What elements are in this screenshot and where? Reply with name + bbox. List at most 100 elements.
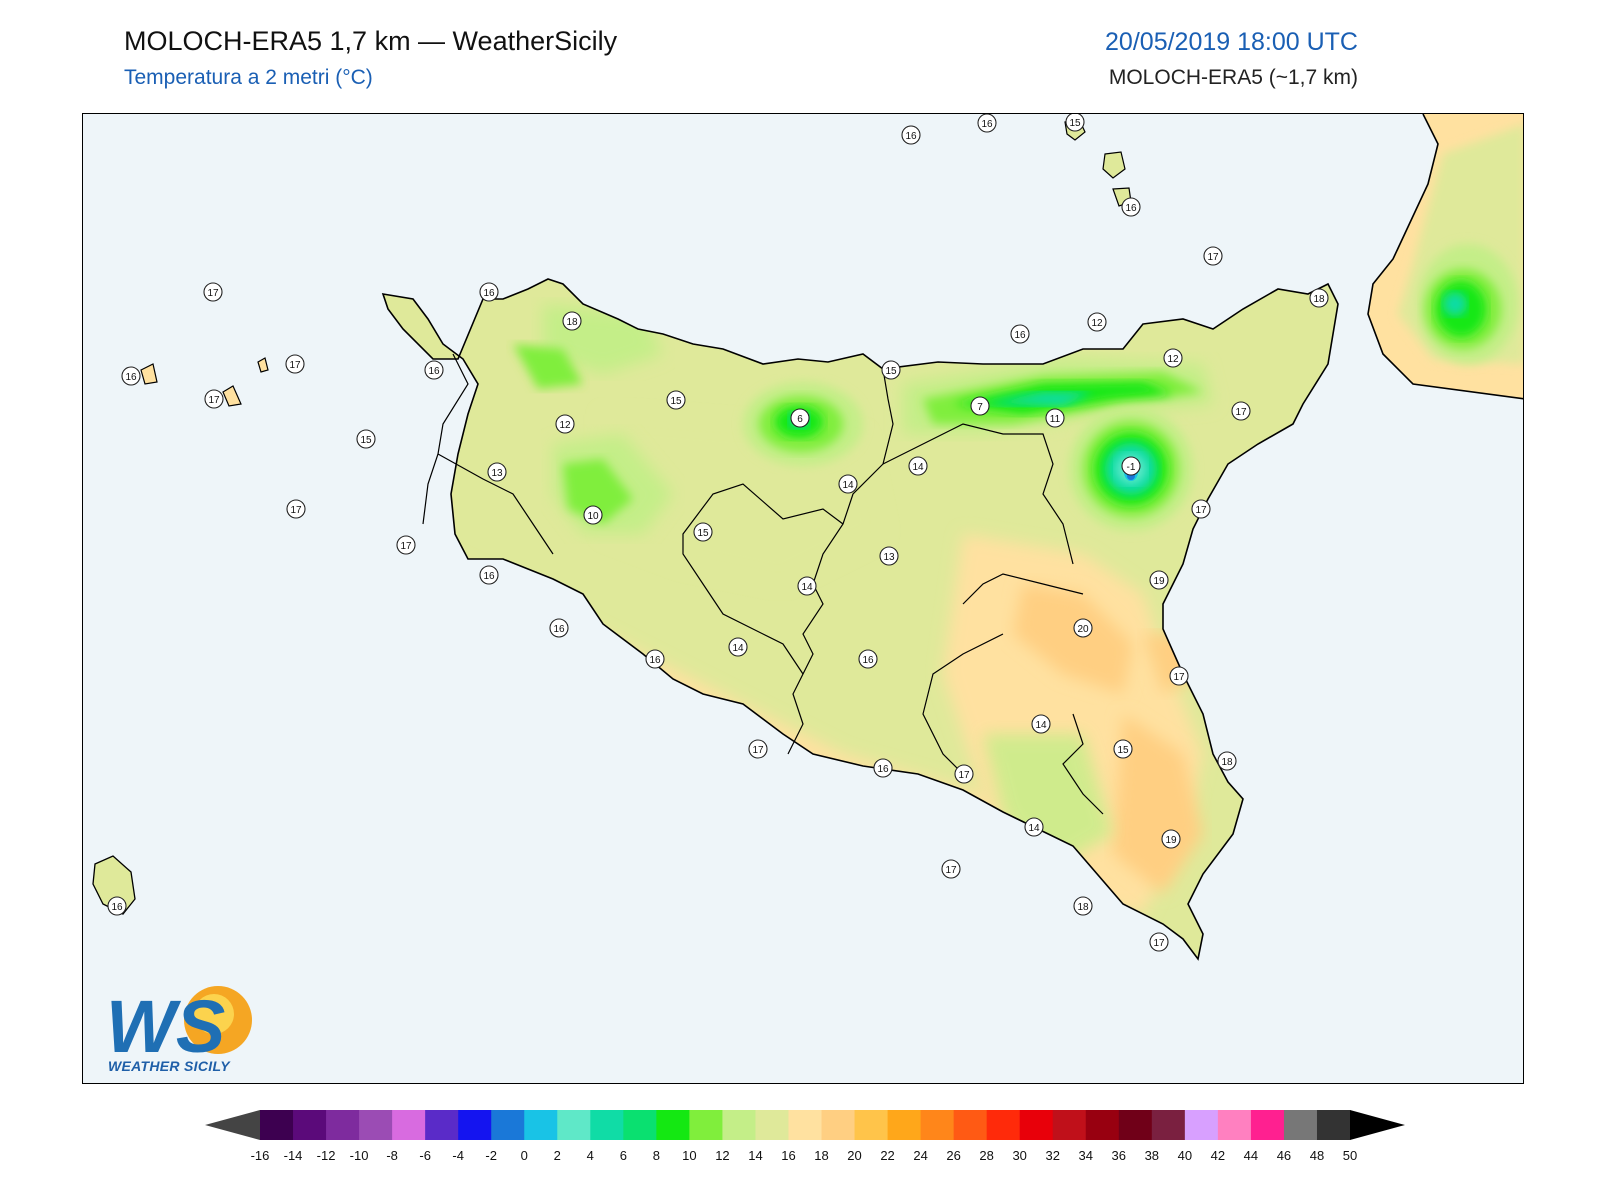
station-marker-circle — [1045, 408, 1065, 428]
station-marker: 15 — [881, 360, 901, 380]
station-marker: 16 — [424, 360, 444, 380]
colorbar-tick-label: 16 — [781, 1148, 796, 1163]
station-value: 11 — [1050, 414, 1061, 425]
station-value: 12 — [559, 420, 571, 431]
station-marker-circle — [356, 429, 376, 449]
temperature-colorbar — [205, 1110, 1405, 1140]
colorbar-overflow — [1350, 1110, 1405, 1140]
sicily-landmass — [381, 278, 1339, 961]
colorbar-bin — [623, 1110, 657, 1140]
colorbar-tick-label: 24 — [913, 1148, 928, 1163]
colorbar-bin — [392, 1110, 426, 1140]
colorbar-tick-label: 6 — [619, 1148, 627, 1163]
colorbar-bin — [1283, 1110, 1318, 1140]
station-marker: 17 — [396, 535, 416, 555]
station-value: 16 — [981, 119, 993, 130]
colorbar-bin — [1085, 1110, 1120, 1140]
station-marker-circle — [583, 505, 603, 525]
station-value: 17 — [400, 541, 412, 552]
station-marker-circle — [1191, 499, 1211, 519]
colorbar-tick-label: 4 — [586, 1148, 594, 1163]
station-marker-circle — [693, 522, 713, 542]
station-marker-circle — [1163, 348, 1183, 368]
station-marker: 16 — [479, 565, 499, 585]
station-marker-circle — [286, 499, 306, 519]
station-marker: 15 — [666, 390, 686, 410]
station-marker: 18 — [1217, 751, 1237, 771]
colorbar-bin — [359, 1110, 393, 1140]
station-marker: 18 — [1073, 896, 1093, 916]
colorbar-tick-label: 28 — [979, 1148, 994, 1163]
colorbar-bin — [1250, 1110, 1285, 1140]
station-value: 14 — [912, 462, 924, 473]
colorbar-tick-label: -6 — [419, 1148, 431, 1163]
station-marker-circle — [879, 546, 899, 566]
station-marker-circle — [1113, 739, 1133, 759]
station-value: 6 — [797, 414, 803, 425]
colorbar-tick-label: 14 — [748, 1148, 763, 1163]
station-marker: 16 — [479, 282, 499, 302]
colorbar-bin — [1019, 1110, 1054, 1140]
station-marker-circle — [1010, 324, 1030, 344]
station-value: 16 — [862, 655, 874, 666]
colorbar-tick-label: -14 — [283, 1148, 303, 1163]
colorbar-bin — [656, 1110, 690, 1140]
station-value: 16 — [553, 624, 565, 635]
station-marker-circle — [954, 764, 974, 784]
station-marker: 16 — [873, 758, 893, 778]
station-marker: 17 — [285, 354, 305, 374]
station-marker: 17 — [954, 764, 974, 784]
station-value: 14 — [801, 582, 813, 593]
station-value: 16 — [428, 366, 440, 377]
station-value: 14 — [732, 643, 744, 654]
station-marker-circle — [908, 456, 928, 476]
colorbar-tick-label: 0 — [520, 1148, 528, 1163]
station-value: 16 — [877, 764, 889, 775]
colorbar-bin — [755, 1110, 789, 1140]
logo-wordmark: WEATHER SICILY — [108, 1058, 230, 1074]
station-marker: 16 — [549, 618, 569, 638]
station-marker: 7 — [970, 396, 990, 416]
colorbar-tick-label: 12 — [715, 1148, 730, 1163]
station-marker-circle — [285, 354, 305, 374]
station-marker: 13 — [487, 462, 507, 482]
station-marker-circle — [797, 576, 817, 596]
station-marker: 17 — [203, 282, 223, 302]
station-marker-circle — [1203, 246, 1223, 266]
colorbar-bin — [260, 1110, 294, 1140]
colorbar-tick-label: 34 — [1078, 1148, 1093, 1163]
station-marker: 16 — [858, 649, 878, 669]
station-marker: 15 — [356, 429, 376, 449]
station-value: 17 — [207, 288, 219, 299]
station-marker-circle — [1024, 817, 1044, 837]
station-marker-circle — [941, 859, 961, 879]
station-marker-circle — [1121, 456, 1141, 476]
station-marker: 11 — [1045, 408, 1065, 428]
colorbar-bin — [722, 1110, 756, 1140]
station-marker: 17 — [1203, 246, 1223, 266]
station-marker: 17 — [941, 859, 961, 879]
station-marker: 19 — [1161, 829, 1181, 849]
calabria-landmass — [1367, 114, 1523, 400]
station-marker-circle — [977, 114, 997, 133]
colorbar-bin — [425, 1110, 459, 1140]
colorbar-tick-label: 36 — [1111, 1148, 1127, 1163]
valid-datetime: 20/05/2019 18:00 UTC — [1105, 28, 1358, 56]
station-marker: 14 — [797, 576, 817, 596]
station-marker-circle — [645, 649, 665, 669]
station-value: 17 — [289, 360, 301, 371]
station-value: 17 — [1195, 505, 1207, 516]
station-value: 15 — [360, 435, 372, 446]
colorbar-bin — [821, 1110, 856, 1140]
station-value: 18 — [1077, 902, 1089, 913]
colorbar-tick-label: 48 — [1309, 1148, 1325, 1163]
station-marker-circle — [1161, 829, 1181, 849]
temperature-map[interactable]: 16 16 15 16 17 18 17 16 18 16 12 12 16 17 17 16 15 15 12 6 7… — [82, 113, 1524, 1084]
station-marker-circle — [121, 366, 141, 386]
colorbar-tick-label: 50 — [1342, 1148, 1358, 1163]
station-marker: 14 — [838, 474, 858, 494]
station-value: 15 — [1069, 118, 1081, 129]
station-value: 12 — [1167, 354, 1179, 365]
colorbar-tick-label: -10 — [349, 1148, 369, 1163]
station-marker-circle — [487, 462, 507, 482]
